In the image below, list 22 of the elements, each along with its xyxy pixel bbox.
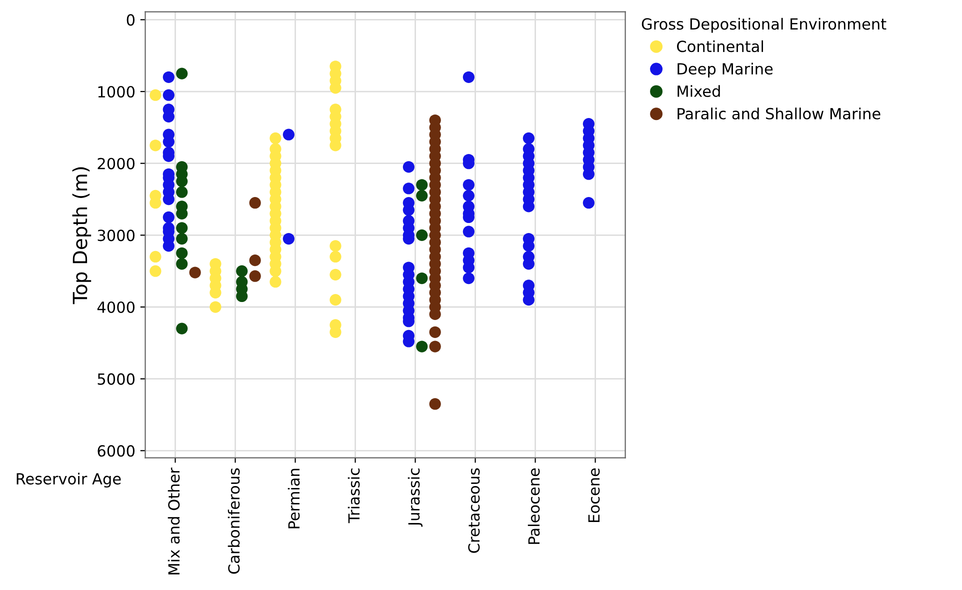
legend-title: Gross Depositional Environment (642, 18, 886, 33)
x-tick-label: Eocene (588, 468, 600, 522)
x-tick-label: Mix and Other (168, 468, 180, 574)
y-tick-label: 2000 (98, 158, 135, 170)
legend-label: Deep Marine (678, 62, 773, 78)
x-tick-label: Paleocene (528, 468, 540, 544)
y-tick-label: 6000 (98, 445, 135, 457)
x-tick-label: Carboniferous (228, 468, 240, 574)
y-tick-label: 0 (126, 14, 135, 26)
x-tick-label: Permian (288, 468, 300, 528)
legend-label: Paralic and Shallow Marine (678, 108, 880, 120)
y-axis-title: Top Depth (m) (72, 167, 92, 304)
y-tick-label: 1000 (98, 86, 135, 98)
x-tick-label: Triassic (348, 468, 360, 524)
x-tick-label: Jurassic (408, 468, 423, 527)
legend-label: Mixed (678, 85, 720, 98)
x-axis-title: Reservoir Age (16, 472, 121, 488)
y-tick-label: 3000 (98, 230, 135, 242)
legend-label: Continental (677, 40, 764, 52)
y-tick-label: 4000 (97, 301, 135, 314)
y-tick-label: 5000 (98, 373, 135, 385)
x-tick-label: Cretaceous (468, 468, 480, 553)
